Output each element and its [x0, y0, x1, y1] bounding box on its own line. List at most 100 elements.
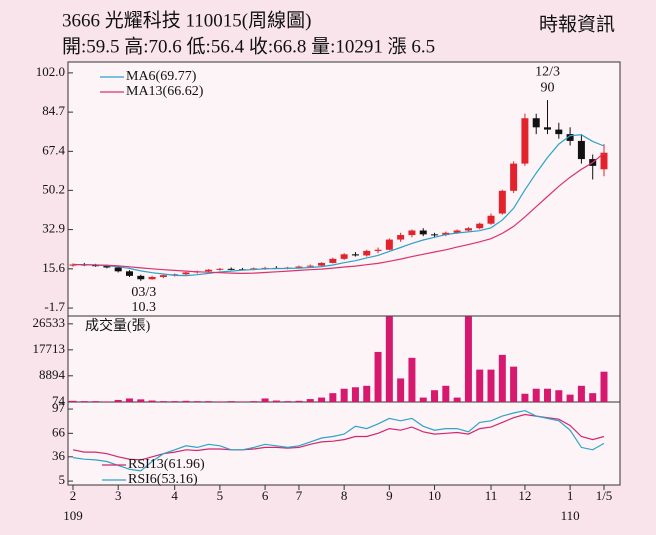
candle-body — [521, 118, 529, 164]
volume-bar — [397, 378, 405, 402]
legend-label: RSI6(53.16) — [128, 472, 198, 487]
volume-bar — [555, 390, 563, 402]
volume-bar — [532, 388, 540, 402]
y-tick-label: 67.4 — [42, 142, 65, 157]
series-line — [72, 152, 605, 275]
x-tick-label: 1/5 — [596, 488, 613, 503]
candle-body — [487, 215, 495, 224]
volume-bar — [272, 400, 280, 402]
volume-bar — [476, 369, 484, 402]
candle-body — [216, 268, 224, 270]
candle-body — [442, 232, 450, 236]
candle-body — [385, 239, 393, 250]
candle-body — [374, 249, 382, 251]
candle-body — [306, 265, 314, 267]
volume-bar — [385, 316, 393, 402]
volume-bar — [205, 401, 213, 402]
x-tick-label: 5 — [217, 488, 224, 503]
volume-bar — [114, 399, 122, 402]
volume-bar — [318, 397, 326, 402]
volume-bar — [442, 385, 450, 402]
series-line — [72, 413, 605, 461]
y-tick-label: 36 — [52, 448, 66, 463]
volume-bar — [103, 401, 111, 402]
y-tick-label: -1.7 — [44, 299, 65, 314]
candle-body — [419, 230, 427, 235]
x-tick-label: 7 — [296, 488, 303, 503]
x-sublabel: 109 — [63, 508, 83, 523]
x-tick-label: 6 — [262, 488, 269, 503]
volume-bar — [238, 401, 246, 402]
volume-bar — [419, 397, 427, 402]
candle-body — [532, 118, 540, 128]
annotation-label: 03/3 — [131, 285, 156, 300]
volume-bar — [408, 357, 416, 402]
candle-body — [171, 274, 179, 276]
x-tick-label: 12 — [518, 488, 531, 503]
volume-bar — [600, 371, 608, 402]
y-tick-label: 32.9 — [42, 221, 65, 236]
y-tick-label: 66 — [52, 424, 66, 439]
x-tick-label: 3 — [115, 488, 122, 503]
candle-body — [408, 230, 416, 236]
source: 時報資訊 — [539, 13, 615, 35]
volume-bar — [284, 401, 292, 402]
volume-bar — [148, 400, 156, 402]
volume-bar — [577, 385, 585, 402]
volume-bar — [487, 369, 495, 402]
volume-bar — [250, 401, 258, 402]
x-tick-label: 9 — [386, 488, 393, 503]
y-tick-label: 5 — [59, 472, 66, 487]
volume-bar — [69, 400, 77, 402]
volume-bar — [227, 401, 235, 402]
candle-body — [397, 235, 405, 240]
volume-bar — [193, 401, 201, 402]
legend-label: MA13(66.62) — [126, 84, 204, 99]
y-tick-label: 102.0 — [36, 64, 65, 79]
y-tick-label: 50.2 — [42, 181, 65, 196]
volume-bar — [351, 387, 359, 402]
volume-bar — [363, 385, 371, 402]
volume-bar — [464, 316, 472, 402]
candle-body — [137, 275, 145, 280]
volume-bar — [295, 400, 303, 402]
y-tick-label: 17713 — [33, 341, 66, 356]
candle-body — [159, 275, 167, 277]
candle-body — [125, 271, 133, 276]
volume-bar — [498, 354, 506, 402]
x-tick-label: 11 — [485, 488, 498, 503]
panel-title: 成交量(張) — [85, 317, 151, 334]
candle-body — [544, 127, 552, 130]
volume-bar — [182, 400, 190, 402]
candle-body — [227, 268, 235, 270]
candle-body — [566, 134, 574, 141]
volume-bar — [80, 401, 88, 402]
series-line — [72, 409, 605, 472]
volume-bar — [589, 393, 597, 402]
candle-body — [205, 269, 213, 272]
candle-body — [464, 228, 472, 231]
candle-body — [182, 272, 190, 275]
candle-body — [555, 129, 563, 135]
annotation-value: 10.3 — [132, 300, 157, 315]
volume-bar — [329, 393, 337, 402]
candle-body — [498, 190, 506, 214]
candle-body — [148, 276, 156, 280]
x-tick-label: 2 — [70, 488, 77, 503]
summary: 開:59.5 高:70.6 低:56.4 收:66.8 量:10291 漲 6.… — [62, 35, 435, 57]
candle-body — [431, 234, 439, 236]
legend-label: MA6(69.77) — [126, 69, 197, 84]
legend-label: RSI13(61.96) — [128, 457, 205, 472]
candle-body — [295, 266, 303, 268]
volume-bar — [159, 401, 167, 402]
volume-bar — [431, 390, 439, 402]
y-tick-label: 15.6 — [42, 260, 65, 275]
y-tick-label: 84.7 — [42, 103, 65, 118]
candle-body — [510, 163, 518, 191]
candle-body — [114, 267, 122, 272]
series-line — [72, 134, 605, 277]
volume-bar — [92, 401, 100, 402]
x-tick-label: 1 — [567, 488, 574, 503]
candle-body — [351, 254, 359, 256]
